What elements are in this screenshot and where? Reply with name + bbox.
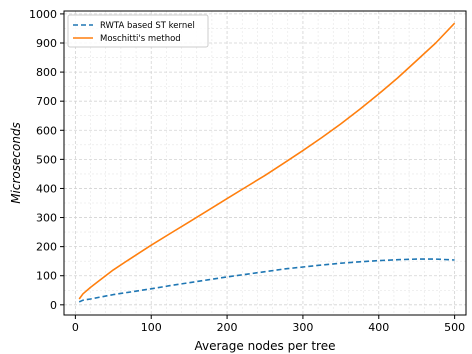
x-tick-label: 500 bbox=[444, 321, 465, 334]
x-tick-label: 0 bbox=[72, 321, 79, 334]
x-tick-label: 100 bbox=[141, 321, 162, 334]
y-tick-label: 300 bbox=[36, 212, 57, 225]
x-axis-title: Average nodes per tree bbox=[195, 339, 336, 353]
plot-frame bbox=[63, 10, 467, 316]
legend-box bbox=[67, 14, 209, 48]
legend-label-rwta: RWTA based ST kernel bbox=[100, 21, 195, 31]
x-tick-label: 400 bbox=[368, 321, 389, 334]
y-tick-label: 600 bbox=[36, 124, 57, 137]
y-tick-label: 200 bbox=[36, 241, 57, 254]
x-tick-label: 300 bbox=[292, 321, 313, 334]
legend-label-moschitti: Moschitti's method bbox=[100, 34, 181, 44]
moschitti-line bbox=[78, 22, 456, 300]
x-tick-label: 200 bbox=[217, 321, 238, 334]
y-tick-label: 1000 bbox=[29, 8, 57, 21]
y-tick-label: 0 bbox=[50, 299, 57, 312]
y-axis-title: Microseconds bbox=[9, 122, 23, 204]
grid-lines bbox=[64, 11, 466, 315]
y-tick-label: 500 bbox=[36, 153, 57, 166]
x-axis: 0 100 200 300 400 500 bbox=[72, 315, 465, 334]
y-tick-label: 100 bbox=[36, 270, 57, 283]
y-tick-label: 900 bbox=[36, 37, 57, 50]
y-tick-label: 400 bbox=[36, 182, 57, 195]
y-axis: 0 100 200 300 400 500 600 700 800 900 1000 bbox=[29, 8, 64, 312]
series-lines bbox=[78, 22, 456, 303]
y-tick-label: 700 bbox=[36, 95, 57, 108]
y-tick-label: 800 bbox=[36, 66, 57, 79]
rwta-kernel-line bbox=[78, 258, 455, 303]
legend: RWTA based ST kernel Moschitti's method bbox=[67, 14, 209, 48]
